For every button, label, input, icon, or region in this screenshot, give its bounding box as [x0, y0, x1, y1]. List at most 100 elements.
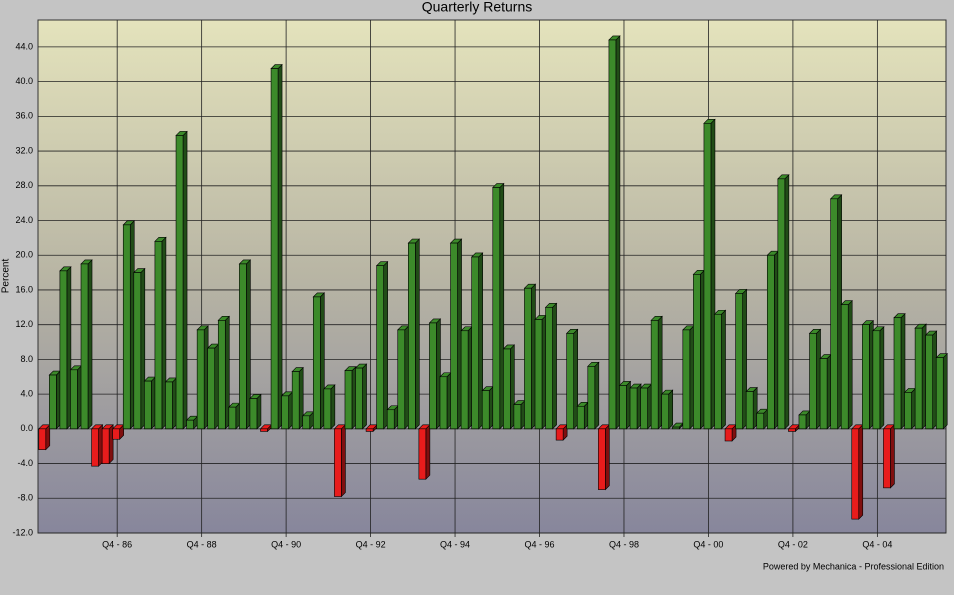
bar	[608, 39, 617, 430]
bar-side	[879, 326, 885, 430]
x-tick-label: Q4 - 90	[271, 539, 301, 549]
bar	[766, 254, 775, 430]
bar	[323, 388, 332, 430]
bar	[534, 319, 543, 430]
bar-side	[847, 299, 853, 430]
x-tick-label: Q4 - 96	[525, 539, 555, 549]
bar	[228, 406, 237, 430]
bar	[408, 242, 416, 430]
bar	[270, 68, 279, 430]
x-tick-label: Q4 - 94	[440, 539, 470, 549]
bar	[386, 409, 395, 430]
bar	[249, 398, 258, 430]
bar	[429, 322, 437, 430]
bar	[175, 135, 184, 430]
bar	[59, 270, 68, 430]
bar-side	[605, 424, 610, 491]
bar	[925, 334, 933, 430]
bar	[112, 428, 120, 440]
x-tick-label: Q4 - 88	[187, 539, 217, 549]
bar	[80, 263, 89, 430]
bar	[650, 320, 659, 430]
x-tick-label: Q4 - 04	[862, 539, 892, 549]
bar-side	[383, 260, 388, 430]
bar	[819, 358, 828, 430]
bar	[756, 412, 765, 430]
bar	[217, 320, 226, 430]
bar	[397, 329, 406, 430]
footer: Powered by Mechanica - Professional Edit…	[763, 561, 944, 571]
bar-side	[362, 363, 367, 430]
bar	[503, 348, 511, 430]
bar	[418, 428, 427, 480]
bar	[376, 265, 384, 430]
y-tick-label: -12.0	[12, 527, 33, 537]
bar	[91, 428, 99, 467]
bar	[935, 357, 944, 430]
bar	[883, 428, 891, 489]
bar	[545, 307, 553, 430]
y-tick-label: -8.0	[17, 493, 33, 503]
bar	[682, 329, 691, 430]
bar	[640, 387, 648, 430]
bar	[693, 274, 701, 430]
bar	[439, 376, 448, 430]
bar	[165, 381, 173, 430]
bar	[291, 371, 300, 430]
bar	[365, 428, 374, 432]
bar	[481, 390, 490, 430]
bar	[714, 313, 722, 430]
bar	[122, 224, 131, 430]
x-tick-label: Q4 - 92	[356, 539, 386, 549]
bar	[629, 387, 638, 430]
bar	[587, 366, 596, 430]
y-tick-label: 16.0	[15, 284, 33, 294]
bar	[872, 330, 881, 430]
y-tick-label: -4.0	[17, 458, 33, 468]
bar	[661, 393, 670, 430]
bar	[154, 241, 163, 430]
y-tick-label: 8.0	[20, 354, 33, 364]
y-tick-label: 12.0	[15, 319, 33, 329]
bar	[671, 426, 680, 430]
bar-side	[615, 35, 621, 430]
bar	[281, 395, 289, 430]
bar	[450, 242, 458, 430]
y-tick-label: 4.0	[20, 388, 33, 398]
bar	[344, 370, 353, 430]
bar	[196, 329, 205, 430]
y-tick-label: 32.0	[15, 145, 33, 155]
bar	[745, 391, 754, 430]
bar	[566, 333, 574, 430]
bar	[133, 272, 142, 430]
y-tick-label: 24.0	[15, 215, 33, 225]
bar-side	[594, 361, 600, 430]
bar-side	[415, 238, 420, 430]
y-axis-label: Percent	[1, 259, 12, 294]
x-tick-label: Q4 - 00	[693, 539, 723, 549]
bar	[239, 263, 247, 430]
bar	[798, 414, 807, 430]
bar	[524, 287, 532, 430]
bar	[460, 330, 469, 430]
bar	[914, 327, 923, 430]
bar	[312, 296, 321, 430]
x-tick-label: Q4 - 86	[102, 539, 132, 549]
bar-side	[341, 424, 346, 498]
bar	[788, 428, 796, 432]
bar	[862, 324, 870, 430]
y-tick-label: 40.0	[15, 76, 33, 86]
y-tick-label: 0.0	[20, 423, 33, 433]
y-tick-label: 28.0	[15, 180, 33, 190]
bar	[471, 256, 479, 430]
bar-side	[858, 424, 864, 520]
bar	[260, 428, 268, 432]
bar	[851, 428, 860, 520]
bar	[703, 122, 712, 430]
bar	[49, 374, 57, 430]
bar-side	[256, 393, 262, 430]
bar	[830, 198, 838, 430]
bar	[70, 369, 78, 430]
